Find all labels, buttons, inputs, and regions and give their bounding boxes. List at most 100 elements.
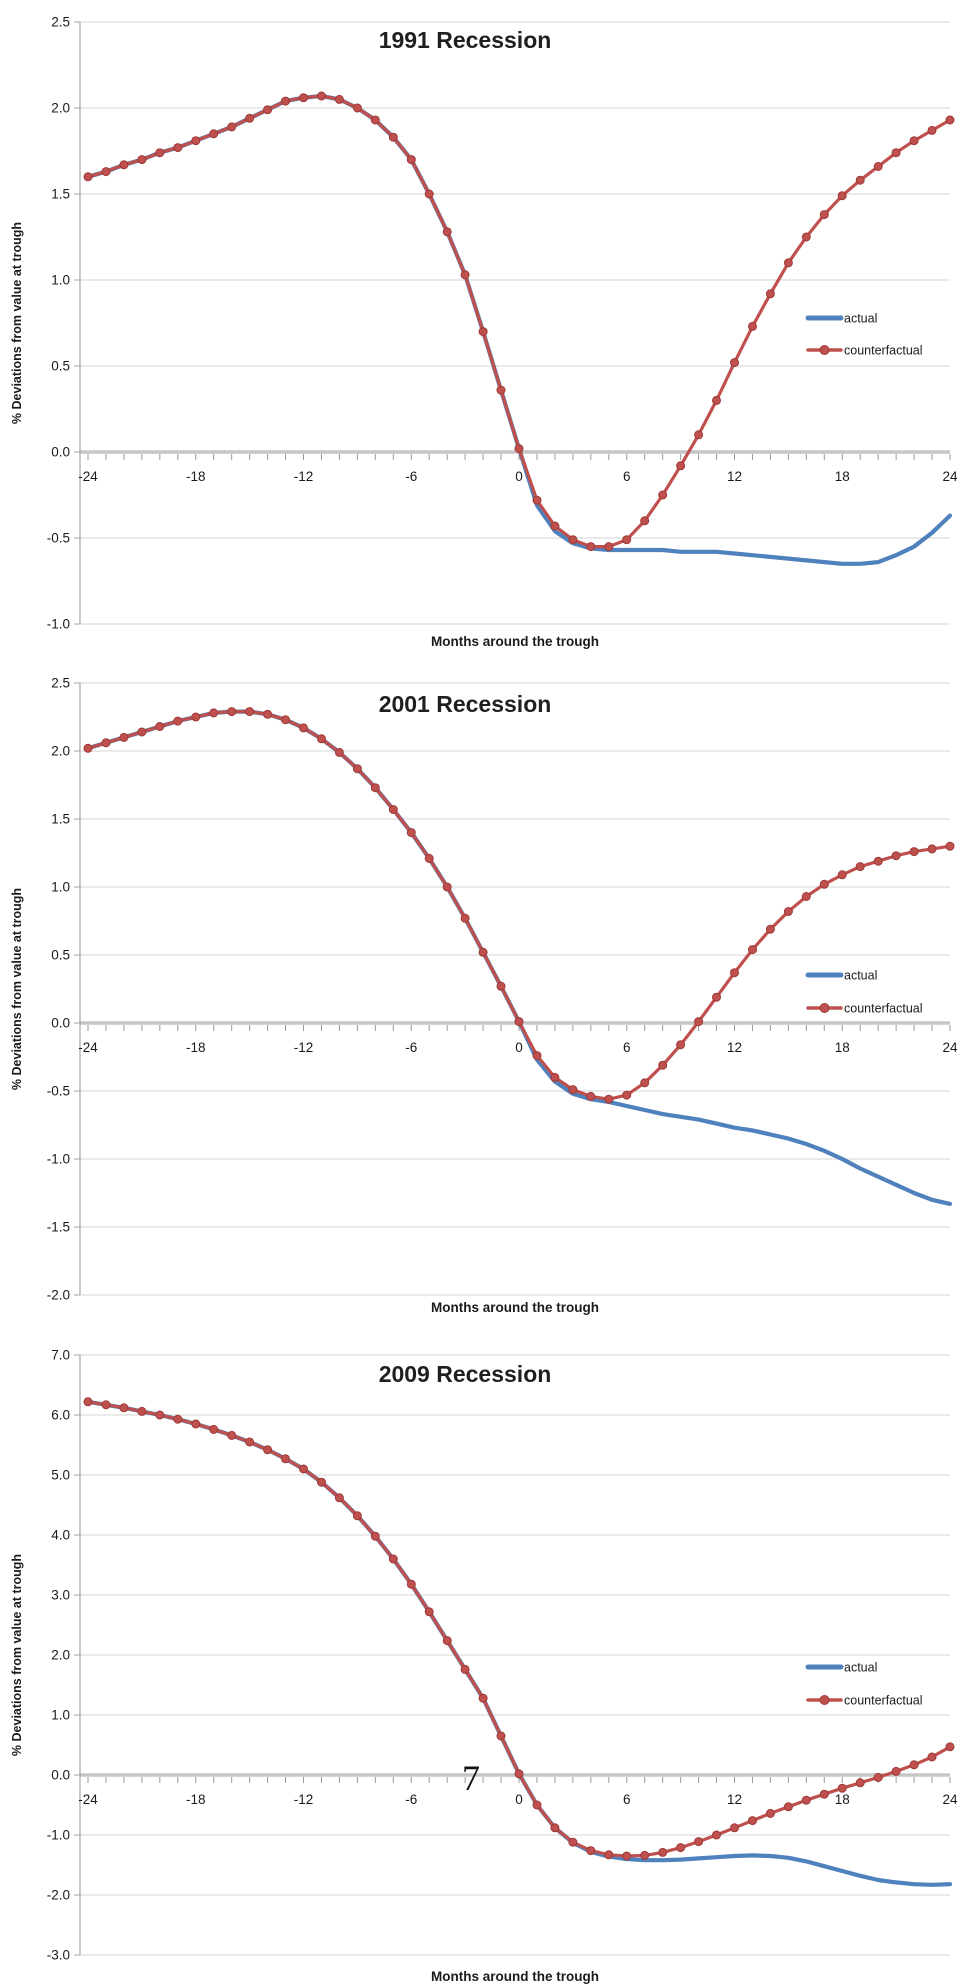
x-tick-label: -6 [405,1040,417,1055]
counterfactual-marker [909,1760,919,1770]
counterfactual-marker [658,490,668,500]
counterfactual-marker [568,535,578,545]
x-axis-title: Months around the trough [431,634,599,649]
counterfactual-marker [424,189,434,199]
counterfactual-marker [640,1850,650,1860]
y-tick-label: 3.0 [51,1588,70,1603]
counterfactual-marker [317,734,326,744]
counterfactual-marker [658,1060,668,1070]
counterfactual-marker [622,1090,632,1100]
y-tick-label: 2.5 [51,15,70,30]
legend-actual: actual [805,312,877,326]
counterfactual-marker [765,289,775,299]
counterfactual-marker [299,1464,308,1474]
counterfactual-marker [460,913,470,923]
chart-2001-recession: 2.5 2.0 1.5 1.0 0.5 0.0 -0.5 -1.0 -1.5 -2.0 -24 -18… [0,660,960,1330]
counterfactual-marker [783,907,793,916]
counterfactual-marker [334,747,344,757]
counterfactual-marker [191,136,201,146]
y-axis-title: % Deviations from value at trough [10,888,24,1090]
counterfactual-marker [101,738,111,748]
counterfactual-marker [837,870,847,880]
x-tick-label: 6 [623,469,631,484]
legend-counterfactual: counterfactual [806,1694,923,1708]
counterfactual-marker [550,521,560,531]
counterfactual-marker [388,1554,398,1564]
counterfactual-marker [119,1403,129,1413]
counterfactual-marker [442,1636,452,1646]
actual-series-line [85,1399,953,1887]
counterfactual-marker [873,1772,883,1782]
legend-actual-label: actual [844,969,877,983]
counterfactual-marker [317,1477,326,1487]
x-tick-label: -24 [78,1040,98,1055]
legend-counterfactual: counterfactual [806,344,923,358]
y-tick-label: 0.5 [51,948,70,963]
chart-2009-recession: 7.0 6.0 5.0 4.0 3.0 2.0 1.0 0.0 -1.0 -2.0 -3.0 -24 -… [0,1330,960,1987]
counterfactual-marker [819,1789,829,1799]
counterfactual-marker [173,143,183,153]
x-axis-title: Months around the trough [431,1300,599,1315]
legend-counterfactual-label: counterfactual [844,344,923,358]
counterfactual-marker [783,1802,793,1812]
counterfactual-marker [83,172,93,182]
counterfactual-marker [694,1837,704,1847]
counterfactual-marker [891,1766,901,1776]
counterfactual-marker [945,841,955,851]
counterfactual-marker [263,1445,273,1455]
counterfactual-marker [801,1795,811,1805]
y-tick-label: 2.0 [51,744,70,759]
counterfactual-marker [352,764,362,774]
counterfactual-marker [873,856,883,866]
counterfactual-marker [532,1800,542,1810]
counterfactual-marker [460,1664,470,1674]
y-tick-label: 1.5 [51,812,70,827]
counterfactual-marker [568,1085,578,1095]
counterfactual-marker [227,707,237,717]
counterfactual-marker [370,1531,380,1541]
counterfactual-marker [748,1816,757,1826]
counterfactual-marker [640,516,650,526]
counterfactual-marker [514,1017,524,1027]
counterfactual-marker [406,155,416,165]
counterfactual-marker [855,1778,865,1788]
x-tick-label: 12 [727,1792,742,1807]
counterfactual-marker [550,1823,560,1833]
counterfactual-marker [352,103,362,113]
counterfactual-marker [281,1454,290,1464]
counterfactual-marker [855,862,865,872]
legend-counterfactual: counterfactual [806,1002,923,1016]
y-tick-label: 2.5 [51,676,70,691]
counterfactual-marker [550,1072,560,1082]
counterfactual-marker [891,148,901,158]
counterfactual-marker [730,968,739,978]
chart-canvas: 7.0 6.0 5.0 4.0 3.0 2.0 1.0 0.0 -1.0 -2.0 -3.0 -24 -… [10,1348,958,1985]
counterfactual-marker [604,542,614,552]
counterfactual-marker [209,129,219,139]
legend-counterfactual-marker [819,1695,830,1705]
counterfactual-marker [676,461,686,471]
y-tick-label: 0.0 [51,1768,70,1783]
counterfactual-marker [281,715,290,725]
counterfactual-marker [119,160,129,170]
y-tick-label: -0.5 [47,1084,70,1099]
counterfactual-marker [927,1752,937,1762]
counterfactual-marker [730,1823,739,1833]
counterfactual-marker [245,113,255,123]
counterfactual-marker [299,723,308,733]
counterfactual-marker [748,321,757,331]
x-tick-label: -12 [294,469,314,484]
counterfactual-marker [478,1693,488,1703]
counterfactual-marker [945,115,955,125]
counterfactual-marker [801,232,811,242]
x-tick-label: 6 [623,1040,631,1055]
counterfactual-marker [765,924,775,934]
counterfactual-marker [191,1419,201,1429]
y-axis-title: % Deviations from value at trough [10,222,24,424]
legend-counterfactual-marker [819,1003,830,1013]
counterfactual-marker [783,258,793,268]
counterfactual-marker [496,385,506,395]
x-tick-label: -18 [186,1040,206,1055]
x-tick-label: -18 [186,469,206,484]
